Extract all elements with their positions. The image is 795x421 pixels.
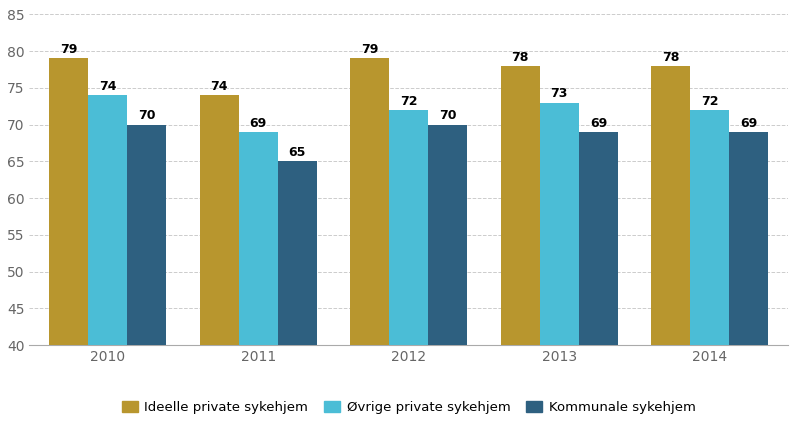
Bar: [429, 125, 467, 345]
Bar: [390, 110, 429, 345]
Text: 74: 74: [99, 80, 116, 93]
Bar: [501, 66, 540, 345]
Text: 69: 69: [250, 117, 267, 130]
Bar: [49, 59, 88, 345]
Bar: [651, 66, 690, 345]
Bar: [540, 103, 579, 345]
Text: 73: 73: [551, 87, 568, 100]
Bar: [238, 132, 277, 345]
Text: 78: 78: [662, 51, 680, 64]
Bar: [350, 59, 390, 345]
Bar: [277, 161, 317, 345]
Text: 70: 70: [439, 109, 456, 123]
Bar: [579, 132, 618, 345]
Bar: [127, 125, 166, 345]
Text: 65: 65: [289, 146, 306, 159]
Text: 72: 72: [701, 95, 719, 108]
Text: 74: 74: [211, 80, 228, 93]
Text: 70: 70: [138, 109, 156, 123]
Legend: Ideelle private sykehjem, Øvrige private sykehjem, Kommunale sykehjem: Ideelle private sykehjem, Øvrige private…: [117, 396, 700, 419]
Bar: [729, 132, 769, 345]
Text: 79: 79: [361, 43, 378, 56]
Bar: [690, 110, 729, 345]
Text: 69: 69: [590, 117, 607, 130]
Text: 72: 72: [400, 95, 417, 108]
Bar: [88, 95, 127, 345]
Bar: [200, 95, 238, 345]
Text: 78: 78: [511, 51, 529, 64]
Text: 79: 79: [60, 43, 77, 56]
Text: 69: 69: [740, 117, 758, 130]
